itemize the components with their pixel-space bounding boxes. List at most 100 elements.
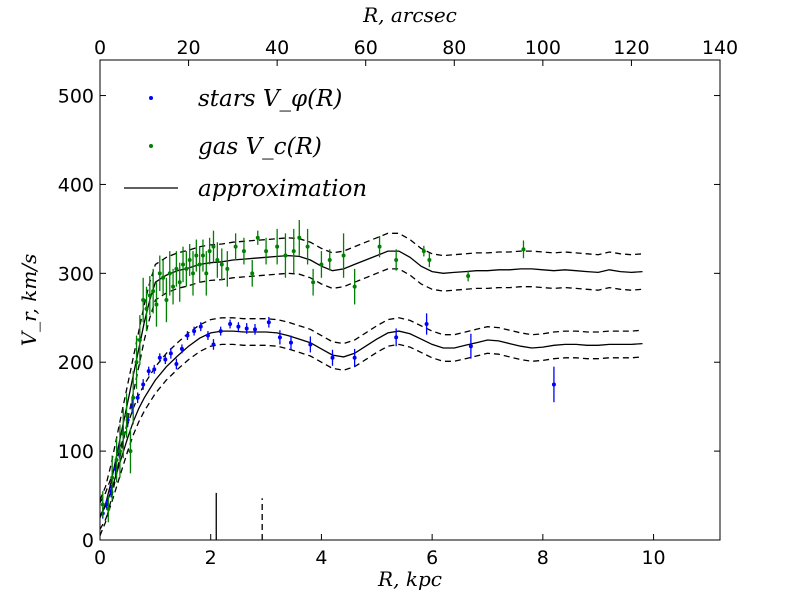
- gas-data-point: [161, 275, 166, 280]
- legend-marker: [149, 144, 153, 148]
- stars-data-point: [253, 327, 257, 332]
- gas-data-point: [305, 244, 310, 249]
- gas-data-point: [291, 249, 296, 254]
- legend-label-math: V_c(R): [246, 134, 322, 160]
- top-x-tick-label: 20: [176, 37, 200, 59]
- gas-data-point: [427, 258, 432, 262]
- y-tick-label: 0: [82, 530, 94, 552]
- stars-lower-band: [99, 343, 643, 530]
- gas-data-point: [207, 249, 212, 254]
- gas-data-point: [128, 449, 133, 454]
- gas-data-point: [151, 289, 156, 294]
- gas-data-point: [167, 271, 172, 276]
- top-x-tick-label: 40: [265, 37, 289, 59]
- plot-layer: [99, 220, 643, 540]
- plot-frame: [99, 59, 721, 541]
- gas-data-point: [174, 266, 179, 271]
- x-axis-label: R, kpc: [377, 567, 442, 591]
- gas-data-point: [177, 280, 182, 285]
- stars-data-point: [152, 367, 157, 372]
- gas-data-point: [117, 449, 122, 454]
- stars-data-point: [236, 324, 241, 329]
- stars-data-point: [198, 324, 203, 329]
- gas-data-point: [164, 298, 169, 302]
- y-tick-label: 300: [58, 263, 94, 285]
- stars-data-point: [192, 329, 197, 334]
- legend-label-math: V_φ(R): [263, 86, 342, 112]
- x-tick-label: 2: [205, 547, 217, 569]
- gas-data-point: [204, 271, 209, 276]
- stars-data-point: [277, 335, 282, 340]
- gas-data-point: [137, 338, 142, 342]
- gas-data-point: [184, 266, 189, 271]
- stars-data-point: [135, 395, 140, 400]
- gas-data-point: [134, 360, 139, 365]
- stars-data-point: [244, 326, 249, 331]
- top-x-axis-label: R, arcsec: [362, 3, 457, 27]
- gas-data-point: [466, 274, 471, 278]
- stars-data-point: [468, 344, 473, 349]
- ticks-layer: 0 2 4 6 8 100 20 40 60 80 100 120 140010020030040050…: [58, 37, 738, 569]
- stars-data-point: [205, 333, 210, 338]
- gas-data-point: [297, 235, 302, 240]
- gas-data-point: [106, 506, 111, 511]
- stars-data-point: [157, 355, 162, 360]
- gas-data-point: [233, 244, 238, 249]
- gas-data-point: [341, 253, 346, 258]
- x-tick-label: 8: [537, 547, 549, 569]
- stars-approximation-curve: [99, 330, 643, 517]
- stars-data-point: [104, 502, 109, 507]
- gas-data-point: [311, 280, 316, 285]
- stars-data-point: [185, 333, 190, 338]
- stars-data-point: [330, 355, 335, 360]
- stars-data-point: [141, 382, 146, 387]
- gas-data-point: [110, 475, 115, 480]
- legend-label: stars V_φ(R): [198, 86, 342, 112]
- gas-data-point: [377, 244, 382, 249]
- gas-data-point: [114, 458, 119, 462]
- top-x-tick-label: 140: [702, 37, 738, 59]
- gas-data-point: [283, 253, 288, 258]
- gas-data-point: [147, 293, 152, 298]
- legend-label-name: stars: [198, 86, 263, 112]
- gas-data-point: [197, 262, 202, 267]
- gas-data-point: [157, 271, 162, 276]
- top-x-tick-label: 100: [525, 37, 561, 59]
- top-x-tick-label: 120: [613, 37, 649, 59]
- gas-data-point: [194, 253, 199, 258]
- gas-data-point: [121, 431, 126, 436]
- x-tick-label: 6: [426, 547, 438, 569]
- stars-data-point: [288, 340, 293, 345]
- y-axis-label: V_r, km/s: [17, 254, 41, 347]
- top-x-tick-label: 60: [354, 37, 378, 59]
- gas-data-point: [327, 258, 332, 262]
- stars-data-point: [308, 342, 313, 347]
- gas-data-point: [255, 235, 260, 240]
- legend-label: gas V_c(R): [198, 134, 322, 160]
- gas-data-point: [171, 284, 176, 289]
- legend-label-name: gas: [198, 134, 246, 160]
- legend-marker: [149, 96, 153, 100]
- gas-data-point: [275, 244, 280, 249]
- gas-data-point: [319, 262, 324, 267]
- gas-data-point: [421, 249, 426, 254]
- top-x-tick-label: 80: [442, 37, 466, 59]
- stars-data-point: [394, 335, 399, 340]
- stars-data-point: [352, 355, 357, 360]
- top-x-tick-label: 0: [94, 37, 106, 59]
- stars-data-point: [218, 329, 223, 334]
- legend-label: approximation: [198, 176, 367, 202]
- stars-data-point: [146, 369, 151, 374]
- gas-data-point: [241, 249, 246, 254]
- gas-data-point: [181, 262, 186, 267]
- stars-data-point: [551, 382, 556, 387]
- legend-label-name: approximation: [198, 176, 367, 202]
- gas-data-point: [521, 247, 526, 252]
- gas-data-point: [100, 502, 105, 507]
- gas-data-point: [200, 253, 205, 258]
- stars-data-point: [211, 342, 216, 347]
- gas-approximation-curve: [99, 250, 643, 519]
- legend: stars V_φ(R)gas V_c(R) approximation: [124, 86, 367, 202]
- gas-data-point: [211, 244, 216, 249]
